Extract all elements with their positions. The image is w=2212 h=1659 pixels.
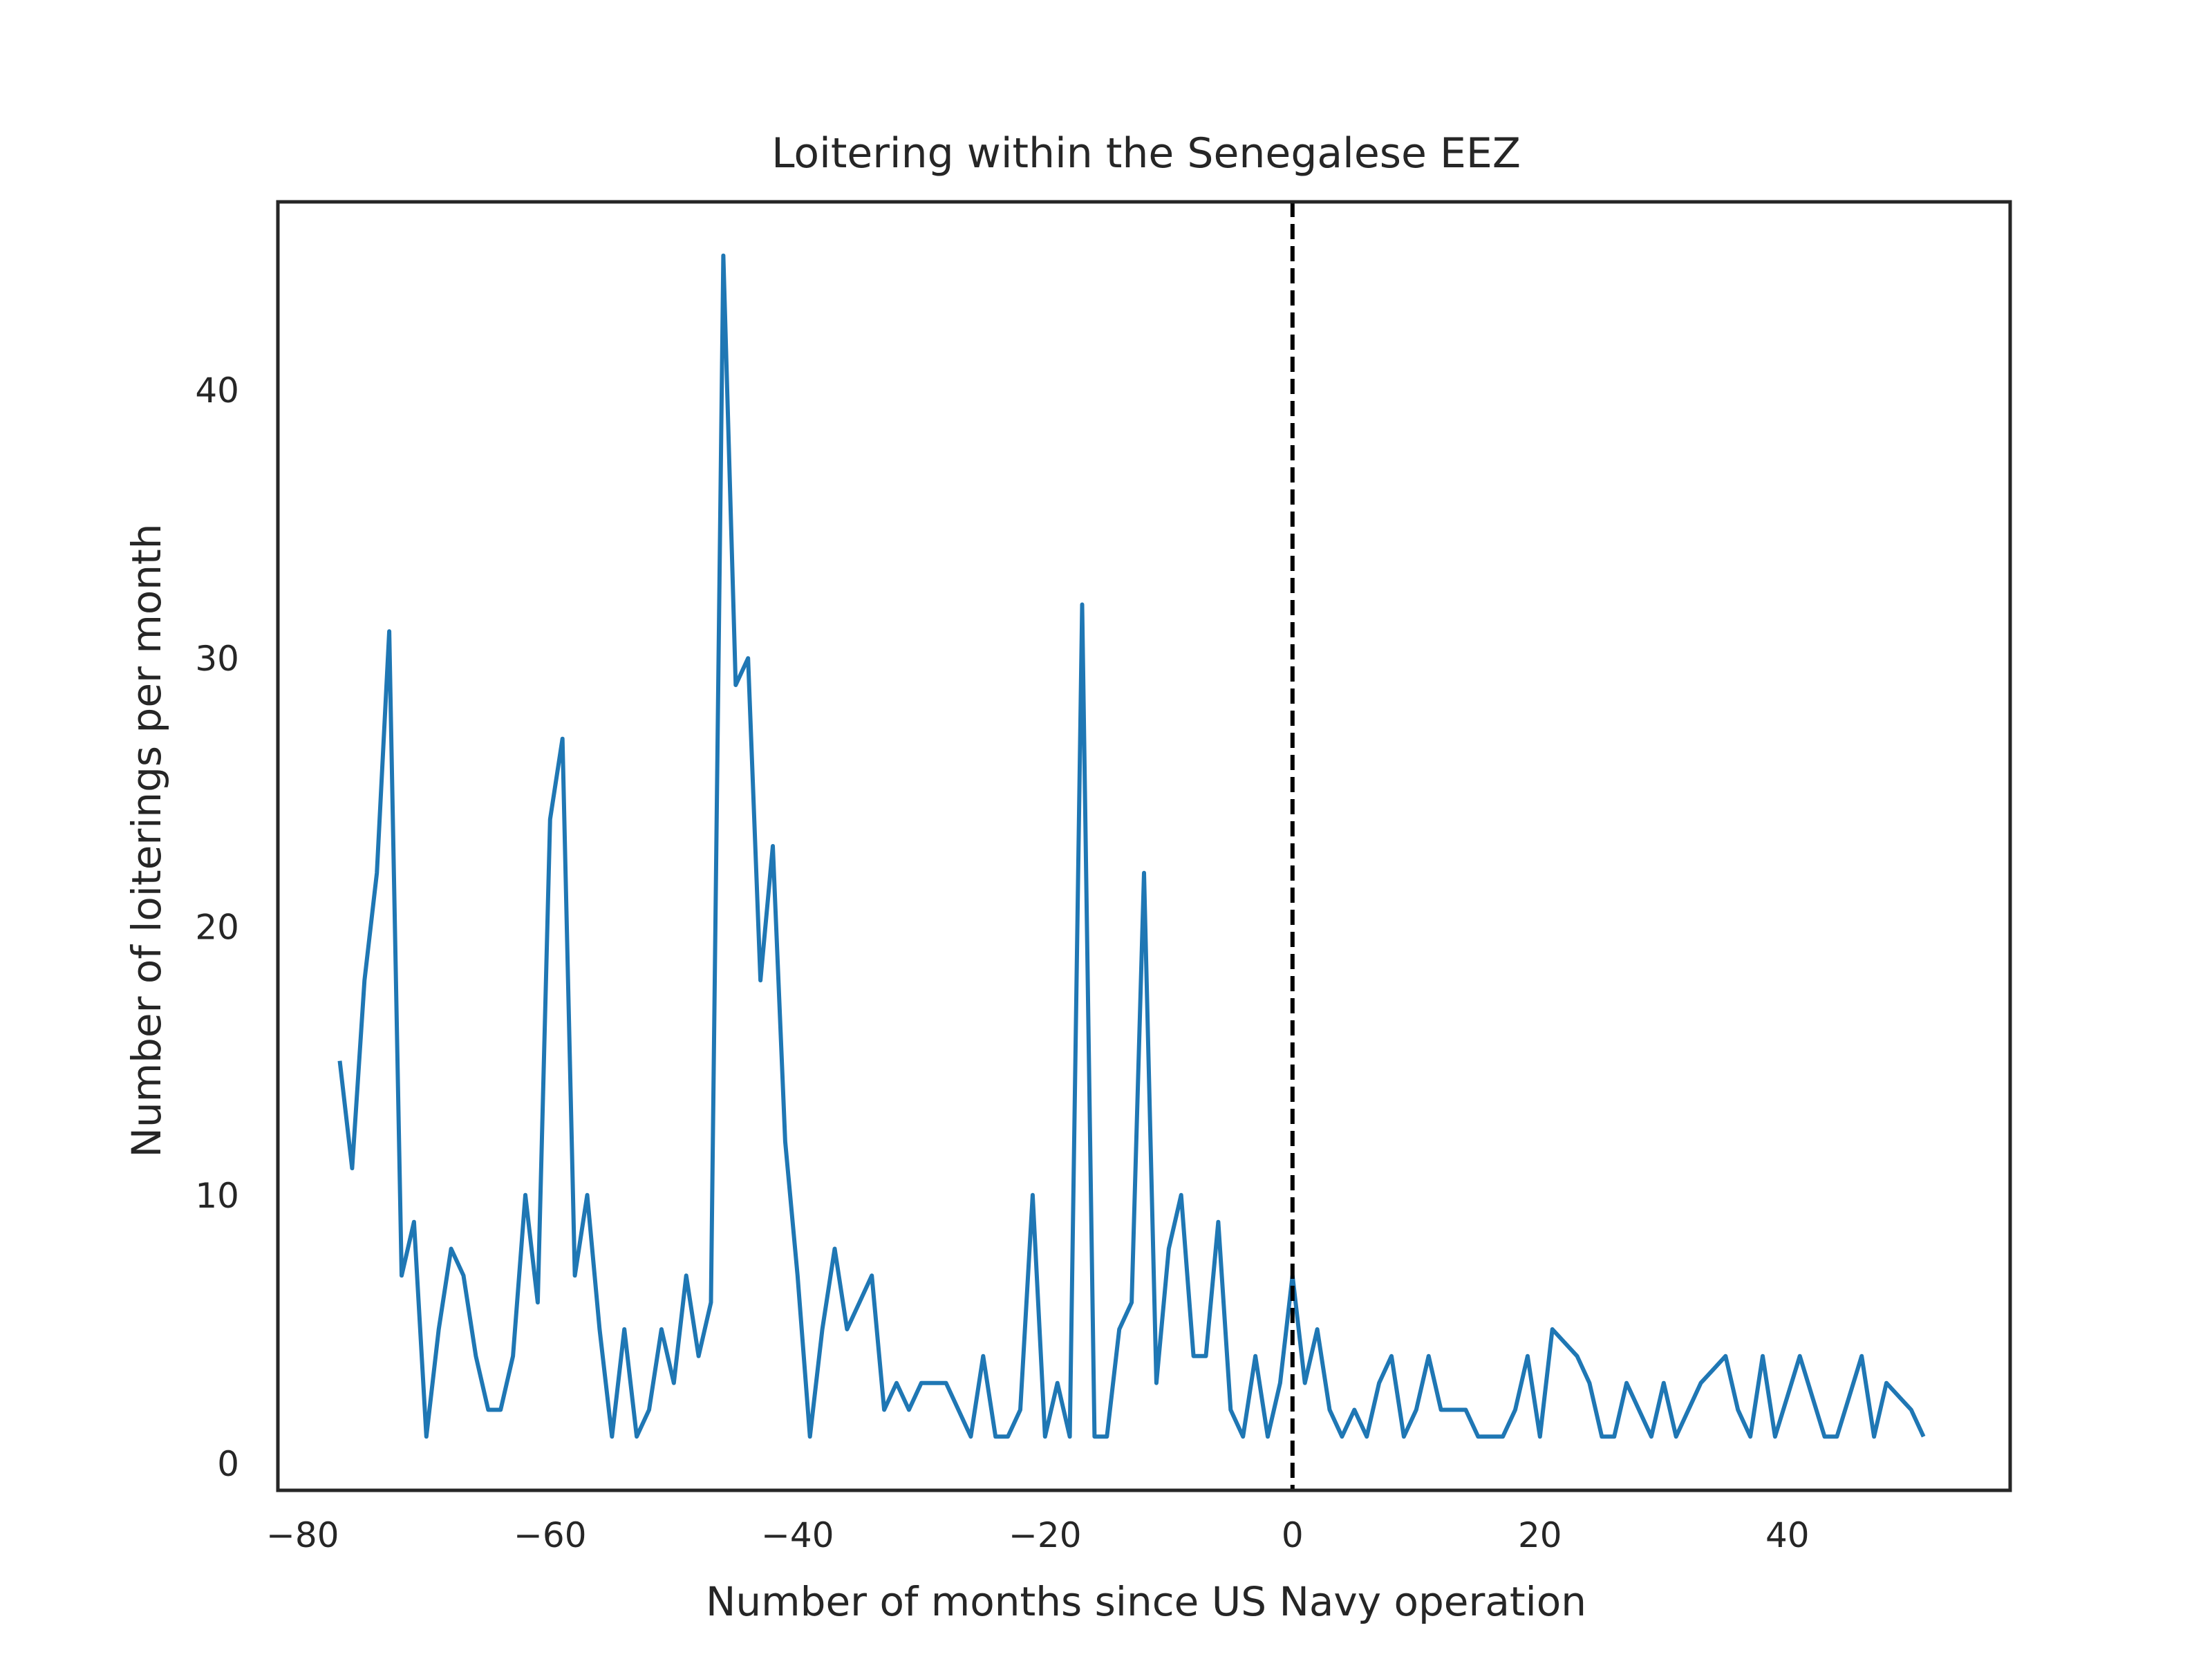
x-tick-label: −40 [761, 1515, 834, 1555]
x-tick-labels: −80 −60 −40 −20 0 20 40 [266, 1515, 1810, 1555]
y-tick-label: 0 [217, 1444, 239, 1484]
series-line [337, 253, 1926, 1439]
x-tick-label: −20 [1009, 1515, 1082, 1555]
x-tick-label: −60 [514, 1515, 587, 1555]
x-tick-label: 40 [1765, 1515, 1810, 1555]
x-tick-label: 20 [1518, 1515, 1562, 1555]
y-tick-label: 40 [195, 371, 239, 411]
axes-frame [276, 200, 2012, 1492]
chart-title: Loitering within the Senegalese EEZ [771, 129, 1521, 178]
y-tick-label: 10 [195, 1176, 239, 1216]
y-tick-label: 20 [195, 908, 239, 948]
y-tick-labels: 0 10 20 30 40 [195, 371, 239, 1484]
y-axis-label: Number of loiterings per month [123, 523, 170, 1157]
x-tick-label: −80 [266, 1515, 339, 1555]
y-tick-label: 30 [195, 639, 239, 679]
x-tick-label: 0 [1282, 1515, 1304, 1555]
plot-area [337, 202, 1926, 1490]
x-axis-label: Number of months since US Navy operation [706, 1578, 1586, 1625]
